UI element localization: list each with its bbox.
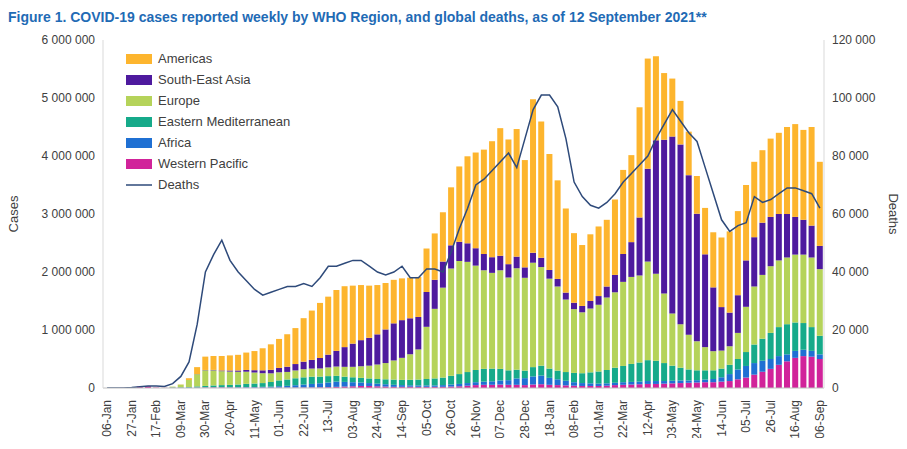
svg-text:03-Aug: 03-Aug [346,400,360,438]
svg-text:20 000: 20 000 [832,323,869,337]
svg-text:12-Apr: 12-Apr [641,400,655,436]
svg-text:11-May: 11-May [248,400,262,438]
svg-text:08-Feb: 08-Feb [567,400,581,438]
svg-text:5 000 000: 5 000 000 [42,91,96,105]
html-text:Africa: Africa [158,135,192,150]
html-text:Western Pacific: Western Pacific [158,156,249,171]
html-text:South-East Asia: South-East Asia [158,72,251,87]
svg-text:18-Jan: 18-Jan [543,400,557,437]
svg-text:100 000: 100 000 [832,91,876,105]
svg-text:60 000: 60 000 [832,207,869,221]
svg-text:28-Dec: 28-Dec [518,400,532,438]
html-text:Europe: Europe [158,93,200,108]
svg-text:06-Sep: 06-Sep [813,400,827,438]
svg-text:6 000 000: 6 000 000 [42,33,96,47]
svg-text:24-May: 24-May [690,400,704,438]
svg-text:09-Mar: 09-Mar [174,400,188,438]
svg-text:16-Aug: 16-Aug [788,400,802,438]
svg-text:05-Oct: 05-Oct [420,399,434,436]
svg-text:14-Sep: 14-Sep [395,400,409,438]
html-text:Americas: Americas [158,51,213,66]
svg-text:30-Mar: 30-Mar [198,400,212,438]
svg-text:01-Jun: 01-Jun [272,400,286,437]
svg-text:03-May: 03-May [665,400,679,438]
html-text:Figure 1. COVID-19 cases repor: Figure 1. COVID-19 cases reported weekly… [8,9,707,25]
html-text:Eastern Mediterranean: Eastern Mediterranean [158,114,291,129]
svg-text:01-Mar: 01-Mar [592,400,606,438]
svg-text:07-Dec: 07-Dec [493,400,507,438]
svg-text:0: 0 [832,381,839,395]
svg-text:80 000: 80 000 [832,149,869,163]
svg-text:06-Jan: 06-Jan [100,400,114,437]
svg-text:13-Jul: 13-Jul [321,400,335,433]
svg-text:05-Jul: 05-Jul [739,400,753,433]
svg-text:40 000: 40 000 [832,265,869,279]
svg-text:22-Mar: 22-Mar [616,400,630,438]
svg-text:3 000 000: 3 000 000 [42,207,96,221]
svg-text:14-Jun: 14-Jun [715,400,729,437]
svg-text:27-Jan: 27-Jan [125,400,139,437]
svg-text:26-Oct: 26-Oct [444,399,458,436]
svg-text:Cases: Cases [8,195,21,232]
svg-text:24-Aug: 24-Aug [370,400,384,438]
svg-text:22-Jun: 22-Jun [297,400,311,437]
svg-text:4 000 000: 4 000 000 [42,149,96,163]
svg-text:2 000 000: 2 000 000 [42,265,96,279]
html-text:Deaths: Deaths [158,177,200,192]
svg-text:26-Jul: 26-Jul [764,400,778,433]
svg-text:16-Nov: 16-Nov [469,400,483,438]
svg-text:17-Feb: 17-Feb [149,400,163,438]
svg-text:20-Apr: 20-Apr [223,400,237,436]
svg-text:120 000: 120 000 [832,33,876,47]
svg-text:Deaths: Deaths [886,193,899,235]
svg-text:0: 0 [88,381,95,395]
svg-text:1 000 000: 1 000 000 [42,323,96,337]
